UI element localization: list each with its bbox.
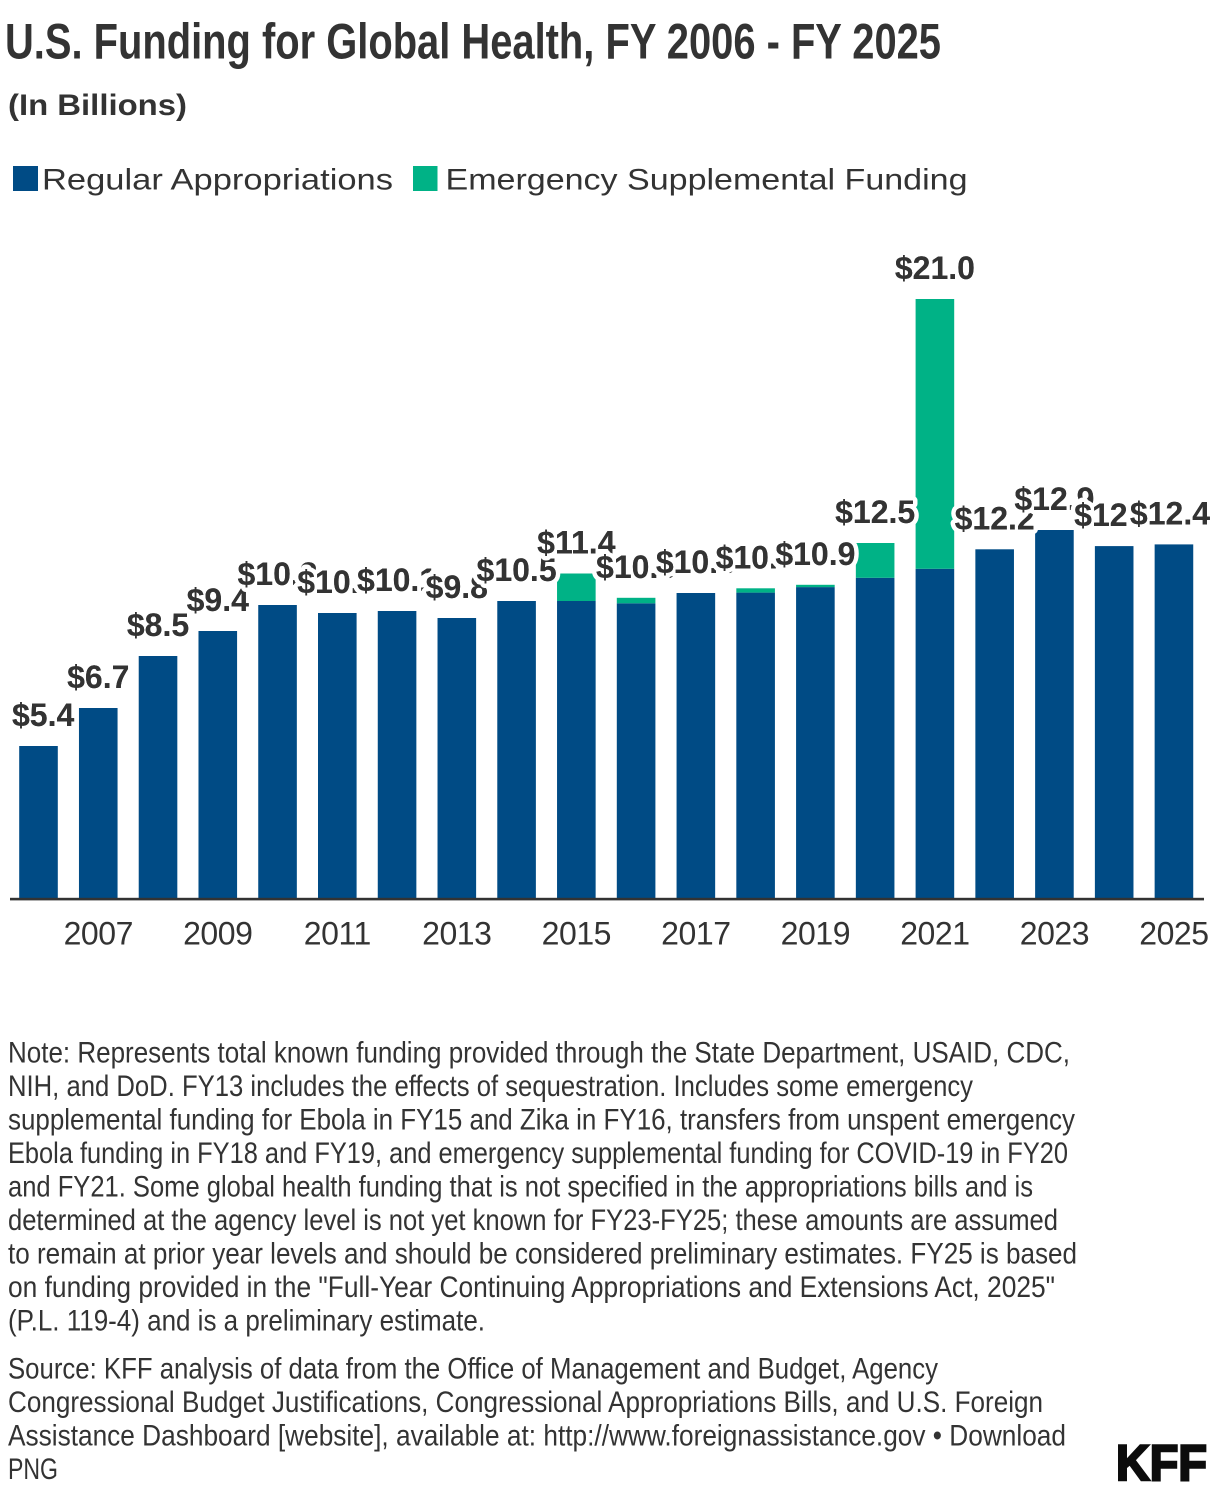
svg-text:$11.4: $11.4 (537, 525, 616, 561)
svg-text:Regular Appropriations: Regular Appropriations (42, 164, 393, 197)
svg-text:$6.7: $6.7 (67, 659, 129, 695)
svg-text:$10.6: $10.6 (656, 544, 736, 580)
svg-text:$10.1: $10.1 (357, 562, 437, 598)
svg-text:$11.4: $11.4 (537, 525, 616, 561)
svg-text:$21.0: $21.0 (895, 250, 975, 286)
svg-text:U.S. Funding for Global Health: U.S. Funding for Global Health, FY 2006 … (5, 14, 941, 70)
svg-text:determined at the agency level: determined at the agency level is not ye… (8, 1204, 1058, 1237)
svg-text:$12.4: $12.4 (1130, 495, 1210, 531)
svg-text:$10.0: $10.0 (297, 564, 377, 600)
svg-text:2013: 2013 (422, 916, 491, 952)
svg-text:$12.9: $12.9 (1014, 481, 1094, 517)
svg-text:$12.3: $12.3 (1074, 497, 1154, 533)
svg-text:$10.8: $10.8 (716, 539, 796, 575)
svg-text:Ebola funding in FY18 and FY19: Ebola funding in FY18 and FY19, and emer… (8, 1137, 1068, 1170)
svg-text:$12.2: $12.2 (955, 500, 1035, 536)
svg-text:$10.9: $10.9 (775, 536, 855, 572)
svg-text:$12.4: $12.4 (1130, 495, 1210, 531)
svg-text:2023: 2023 (1020, 916, 1089, 952)
svg-text:$5.4: $5.4 (12, 697, 74, 733)
svg-text:PNG: PNG (8, 1453, 58, 1486)
svg-text:2021: 2021 (900, 916, 969, 952)
svg-text:$10.3: $10.3 (238, 556, 318, 592)
svg-text:$10.6: $10.6 (656, 544, 736, 580)
svg-text:$10.8: $10.8 (716, 539, 796, 575)
svg-text:2019: 2019 (781, 916, 850, 952)
svg-text:$8.5: $8.5 (127, 607, 189, 643)
svg-text:Assistance Dashboard [website]: Assistance Dashboard [website], availabl… (8, 1420, 1066, 1453)
svg-text:on funding provided in the "Fu: on funding provided in the "Full-Year Co… (8, 1271, 1055, 1304)
svg-text:$10.5: $10.5 (596, 549, 676, 585)
svg-text:$12.2: $12.2 (955, 500, 1035, 536)
svg-text:$10.5: $10.5 (596, 549, 676, 585)
svg-text:$9.4: $9.4 (187, 582, 249, 618)
svg-text:(In Billions): (In Billions) (8, 89, 187, 122)
svg-text:(P.L. 119-4) and is a prelimin: (P.L. 119-4) and is a preliminary estima… (8, 1305, 485, 1338)
svg-text:2011: 2011 (304, 916, 371, 952)
svg-text:Note: Represents total known f: Note: Represents total known funding pro… (8, 1037, 1070, 1070)
svg-text:$9.4: $9.4 (187, 582, 249, 618)
svg-text:$10.3: $10.3 (238, 556, 318, 592)
svg-text:2025: 2025 (1139, 916, 1208, 952)
svg-text:supplemental funding for Ebola: supplemental funding for Ebola in FY15 a… (8, 1104, 1075, 1137)
svg-text:$9.8: $9.8 (426, 569, 488, 605)
svg-text:$12.5: $12.5 (835, 494, 915, 530)
svg-text:$12.9: $12.9 (1014, 481, 1094, 517)
svg-text:2009: 2009 (183, 916, 252, 952)
svg-text:2015: 2015 (542, 916, 611, 952)
svg-text:$10.1: $10.1 (357, 562, 437, 598)
svg-text:Source: KFF analysis of data f: Source: KFF analysis of data from the Of… (8, 1353, 938, 1386)
svg-text:Congressional Budget Justifica: Congressional Budget Justifications, Con… (8, 1386, 1043, 1419)
svg-text:$8.5: $8.5 (127, 607, 189, 643)
svg-text:$6.7: $6.7 (67, 659, 129, 695)
svg-text:NIH, and DoD. FY13 includes th: NIH, and DoD. FY13 includes the effects … (8, 1070, 973, 1103)
svg-text:and FY21. Some global health f: and FY21. Some global health funding tha… (8, 1171, 1033, 1204)
svg-text:$9.8: $9.8 (426, 569, 488, 605)
svg-text:$10.0: $10.0 (297, 564, 377, 600)
svg-text:$12.5: $12.5 (835, 494, 915, 530)
svg-text:KFF: KFF (1116, 1435, 1207, 1491)
svg-text:$10.9: $10.9 (775, 536, 855, 572)
svg-text:$10.5: $10.5 (477, 552, 557, 588)
svg-text:to remain at prior year levels: to remain at prior year levels and shoul… (8, 1238, 1077, 1271)
svg-text:Emergency Supplemental Funding: Emergency Supplemental Funding (446, 164, 968, 197)
svg-text:$10.5: $10.5 (477, 552, 557, 588)
svg-text:$12.3: $12.3 (1074, 497, 1154, 533)
svg-text:$5.4: $5.4 (12, 697, 74, 733)
svg-text:2007: 2007 (64, 916, 133, 952)
svg-text:2017: 2017 (661, 916, 730, 952)
svg-text:$21.0: $21.0 (895, 250, 975, 286)
